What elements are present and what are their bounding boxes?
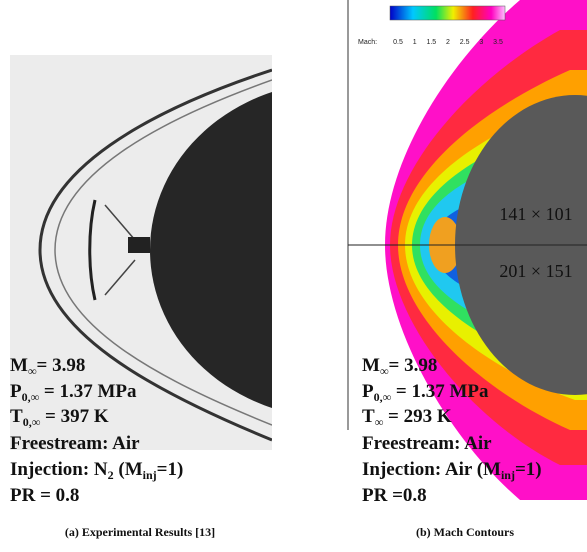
text-segment: = 397 K [40,406,109,427]
text-segment: = 1.37 MPa [39,381,137,402]
text-segment: =1) [515,459,542,480]
text-segment: T [10,406,23,427]
condition-line: M∞= 3.98 [362,355,437,378]
subscript: 0,∞ [23,415,41,429]
condition-line: Injection: N2 (Minj=1) [10,459,183,482]
colorbar-tick-label: 1.5 [426,39,436,46]
text-segment: PR =0.8 [362,485,427,506]
condition-line: Freestream: Air [10,433,140,454]
text-segment: = 1.37 MPa [391,381,489,402]
text-segment: = 293 K [383,406,452,427]
condition-line: Freestream: Air [362,433,492,454]
subscript: inj [501,468,515,482]
text-segment: Injection: Air (M [362,459,501,480]
colorbar [390,6,505,20]
colorbar-tick-label: 3.5 [493,39,503,46]
colorbar-label: Mach: [358,39,377,46]
text-segment: M [362,355,380,376]
text-segment: P [10,381,22,402]
subscript: 0,∞ [374,390,392,404]
condition-line: PR =0.8 [362,485,427,506]
subscript: inj [143,468,157,482]
text-segment: T [362,406,375,427]
text-segment: Freestream: Air [362,433,492,454]
grid-label: 141 × 101 [499,204,572,224]
colorbar-tick-label: 1 [413,39,417,46]
text-segment: = 3.98 [389,355,438,376]
text-segment: Freestream: Air [10,433,140,454]
colorbar-tick-label: 0.5 [393,39,403,46]
grid-label: 201 × 151 [499,261,572,281]
condition-line: PR = 0.8 [10,485,79,506]
condition-line: T∞ = 293 K [362,406,452,429]
condition-line: Injection: Air (Minj=1) [362,459,542,482]
caption: (a) Experimental Results [13] [65,525,215,539]
text-segment: P [362,381,374,402]
text-segment: M [10,355,28,376]
text-segment: (M [114,459,143,480]
condition-line: M∞= 3.98 [10,355,85,378]
subscript: 0,∞ [22,390,40,404]
text-segment: = 3.98 [37,355,86,376]
text-segment: Injection: N [10,459,108,480]
figure: Mach: 0.5 1 1.5 2 2.5 3 3.5 141 × 101 201 × 15… [0,0,587,552]
text-segment: PR = 0.8 [10,485,79,506]
condition-line: P0,∞ = 1.37 MPa [362,381,489,404]
colorbar-tick-label: 3 [479,39,483,46]
text-segment: =1) [157,459,184,480]
colorbar-tick-label: 2.5 [460,39,470,46]
colorbar-tick-label: 2 [446,39,450,46]
caption: (b) Mach Contours [416,525,514,539]
